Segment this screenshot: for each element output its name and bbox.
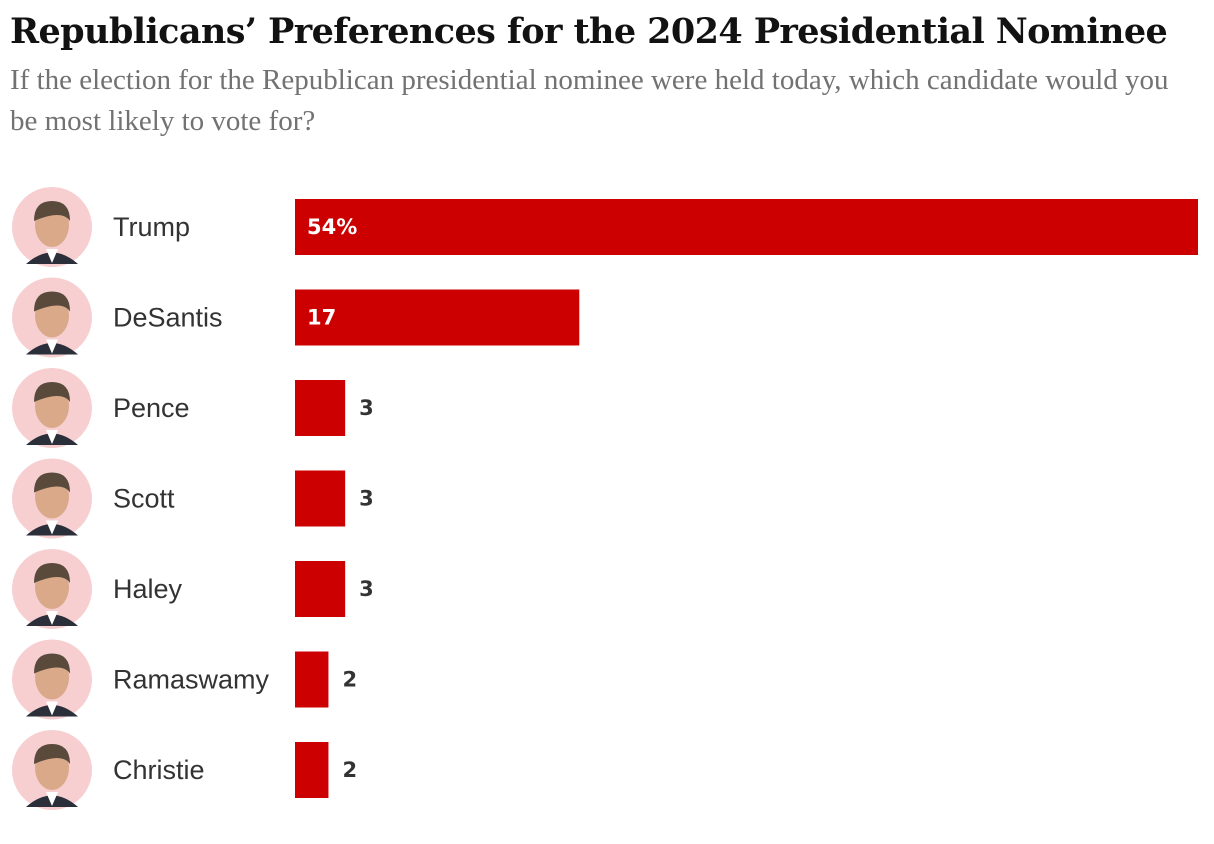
category-label-christie: Christie — [113, 755, 205, 785]
category-label-ramaswamy: Ramaswamy — [113, 665, 270, 695]
avatar-pence — [12, 368, 92, 448]
value-label-haley: 3 — [359, 577, 374, 601]
bar-pence — [295, 380, 346, 436]
bar-ramaswamy — [295, 651, 329, 708]
avatar-hair — [34, 472, 70, 493]
avatar-collar — [46, 611, 58, 625]
bar-desantis — [295, 289, 580, 346]
value-label-ramaswamy: 2 — [342, 668, 357, 692]
avatar-ramaswamy — [12, 639, 92, 720]
category-label-pence: Pence — [113, 393, 190, 423]
avatar-collar — [46, 339, 58, 354]
avatar-collar — [46, 520, 58, 535]
avatar-haley — [12, 549, 92, 629]
avatar-hair — [34, 744, 70, 764]
avatar-hair — [34, 382, 70, 402]
bar-row-christie: Christie 2 — [12, 730, 357, 810]
bar-row-pence: Pence 3 — [12, 368, 374, 448]
bar-row-ramaswamy: Ramaswamy 2 — [12, 639, 357, 720]
avatar-collar — [46, 701, 58, 716]
value-label-trump: 54% — [307, 215, 357, 239]
avatar-collar — [46, 430, 58, 444]
category-label-scott: Scott — [113, 484, 175, 514]
avatar-hair — [34, 201, 70, 221]
value-label-scott: 3 — [359, 487, 374, 511]
avatar-christie — [12, 730, 92, 810]
value-label-christie: 2 — [342, 758, 357, 782]
bar-row-desantis: DeSantis 17 — [12, 277, 580, 358]
bar-chart: Trump 54% DeSantis 17 Pence 3 Scott 3 Haley 3 Rama… — [12, 187, 1198, 810]
value-label-desantis: 17 — [307, 306, 336, 330]
category-label-haley: Haley — [113, 574, 183, 604]
avatar-scott — [12, 458, 92, 539]
avatar-trump — [12, 187, 92, 267]
chart-title: Republicans’ Preferences for the 2024 Pr… — [10, 11, 1168, 52]
avatar-hair — [34, 291, 70, 312]
bar-row-trump: Trump 54% — [12, 187, 1198, 267]
chart-subtitle: If the election for the Republican presi… — [10, 64, 1169, 137]
bar-christie — [295, 742, 329, 798]
bar-row-haley: Haley 3 — [12, 549, 374, 629]
bar-haley — [295, 561, 346, 617]
avatar-collar — [46, 792, 58, 806]
bar-scott — [295, 470, 346, 527]
category-label-desantis: DeSantis — [113, 303, 223, 333]
avatar-desantis — [12, 277, 92, 358]
value-label-pence: 3 — [359, 396, 374, 420]
avatar-hair — [34, 653, 70, 674]
bar-trump — [295, 199, 1198, 255]
avatar-collar — [46, 249, 58, 263]
avatar-hair — [34, 563, 70, 583]
bar-row-scott: Scott 3 — [12, 458, 374, 539]
category-label-trump: Trump — [113, 212, 190, 242]
